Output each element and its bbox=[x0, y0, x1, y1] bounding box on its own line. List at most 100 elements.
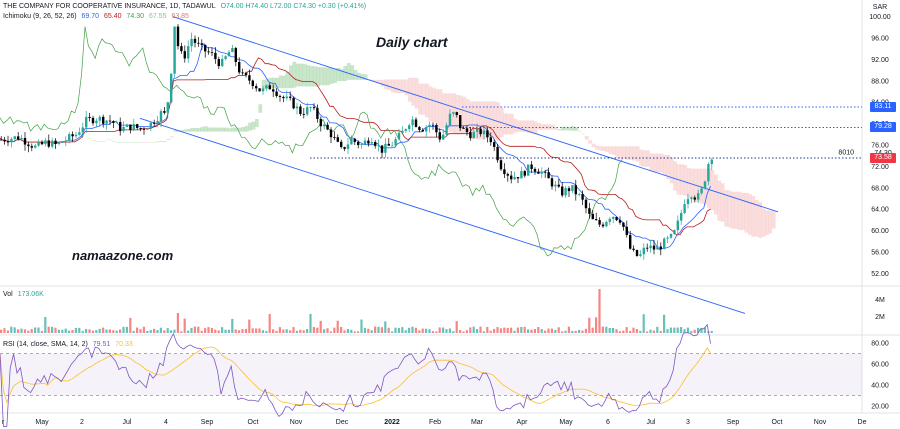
volume-bar bbox=[663, 314, 666, 333]
cloud-segment bbox=[326, 67, 331, 86]
candle-body bbox=[98, 116, 101, 121]
volume-bar bbox=[612, 328, 615, 333]
cloud-segment bbox=[404, 79, 409, 96]
cloud-segment bbox=[717, 180, 722, 221]
candle-body bbox=[153, 122, 156, 124]
candle-body bbox=[557, 184, 560, 187]
price-tick-label: 92.00 bbox=[871, 57, 889, 64]
candle-body bbox=[462, 128, 465, 129]
candle-body bbox=[680, 212, 683, 221]
ichimoku-legend[interactable]: Ichimoku (9, 26, 52, 26) 69.70 65.40 74.… bbox=[3, 12, 192, 21]
candle-body bbox=[13, 136, 16, 139]
volume-bar bbox=[136, 327, 139, 333]
candle-body bbox=[34, 145, 37, 148]
candle-body bbox=[343, 147, 346, 149]
volume-bar bbox=[292, 327, 295, 333]
trend-channel[interactable] bbox=[139, 16, 779, 314]
cloud-segment bbox=[428, 86, 433, 121]
watermark-annotation: namaazone.com bbox=[72, 248, 174, 263]
volume-bar bbox=[564, 330, 567, 333]
volume-bar bbox=[91, 330, 94, 333]
candle-body bbox=[88, 116, 91, 118]
cloud-segment bbox=[139, 142, 144, 143]
volume-bar bbox=[554, 330, 557, 333]
volume-legend[interactable]: Vol 173.06K bbox=[3, 290, 47, 299]
x-tick-label: 3 bbox=[686, 419, 690, 426]
cloud-segment bbox=[384, 79, 388, 90]
candle-body bbox=[289, 96, 292, 98]
volume-bar bbox=[278, 327, 281, 333]
cloud-segment bbox=[462, 96, 467, 134]
cloud-segment bbox=[360, 74, 365, 80]
volume-bar bbox=[503, 327, 506, 333]
volume-bar bbox=[282, 329, 285, 333]
rsi-legend[interactable]: RSI (14, close, SMA, 14, 2) 79.51 70.33 bbox=[3, 340, 136, 349]
candle-body bbox=[516, 177, 520, 179]
cloud-segment bbox=[676, 163, 681, 195]
chart-title-annotation: Daily chart bbox=[376, 34, 448, 50]
cloud-segment bbox=[656, 153, 660, 173]
cloud-segment bbox=[302, 63, 307, 87]
volume-bar bbox=[285, 329, 288, 333]
volume-bar bbox=[255, 328, 258, 333]
volume-bar bbox=[336, 320, 339, 333]
volume-value: 173.06K bbox=[17, 291, 44, 298]
volume-bar bbox=[363, 327, 366, 333]
cloud-segment bbox=[486, 101, 490, 138]
candle-body bbox=[44, 140, 47, 145]
candle-body bbox=[567, 188, 571, 192]
cloud-segment bbox=[758, 201, 762, 238]
cloud-segment bbox=[513, 118, 518, 133]
candle-body bbox=[489, 137, 492, 143]
volume-bar bbox=[397, 328, 400, 333]
candle-body bbox=[57, 142, 61, 144]
candle-body bbox=[676, 220, 679, 231]
volume-bar bbox=[666, 329, 669, 333]
candle-body bbox=[244, 72, 248, 76]
volume-bar bbox=[312, 327, 315, 333]
volume-bar bbox=[309, 313, 312, 333]
cloud-segment bbox=[217, 127, 222, 132]
cloud-segment bbox=[618, 146, 623, 160]
volume-bar bbox=[265, 330, 268, 333]
candle-body bbox=[146, 128, 149, 130]
candle-body bbox=[346, 144, 350, 149]
cloud-segment bbox=[727, 190, 732, 228]
cloud-segment bbox=[210, 127, 215, 132]
candle-body bbox=[646, 247, 649, 249]
candle-body bbox=[452, 112, 455, 114]
candle-body bbox=[316, 108, 319, 119]
candle-body bbox=[255, 86, 258, 89]
volume-bar bbox=[47, 326, 50, 333]
candle-body bbox=[95, 120, 98, 124]
candle-body bbox=[176, 26, 180, 47]
x-tick-label: Nov bbox=[290, 419, 303, 426]
cloud-segment bbox=[163, 140, 167, 142]
cloud-segment bbox=[465, 99, 470, 135]
cloud-segment bbox=[588, 140, 592, 144]
cloud-segment bbox=[411, 77, 416, 106]
cloud-segment bbox=[394, 79, 399, 94]
volume-tick-label: 4M bbox=[875, 297, 885, 304]
volume-bar bbox=[601, 326, 604, 333]
candle-body bbox=[377, 145, 380, 147]
volume-bar bbox=[414, 327, 417, 333]
candle-body bbox=[197, 42, 200, 44]
candle-body bbox=[319, 118, 322, 127]
candle-body bbox=[605, 221, 608, 227]
volume-bar bbox=[190, 327, 193, 333]
candle-body bbox=[299, 106, 302, 114]
candle-body bbox=[210, 52, 214, 54]
volume-bar bbox=[482, 331, 485, 333]
cloud-segment bbox=[683, 165, 688, 196]
candle-body bbox=[642, 247, 645, 255]
volume-bar bbox=[238, 330, 241, 333]
horizontal-levels[interactable]: 8010 bbox=[310, 106, 862, 159]
volume-bar bbox=[584, 328, 587, 333]
candle-body bbox=[499, 160, 503, 170]
volume-bar bbox=[333, 327, 336, 333]
cloud-segment bbox=[156, 141, 161, 143]
cloud-segment bbox=[221, 127, 225, 132]
volume-bar bbox=[13, 327, 16, 333]
